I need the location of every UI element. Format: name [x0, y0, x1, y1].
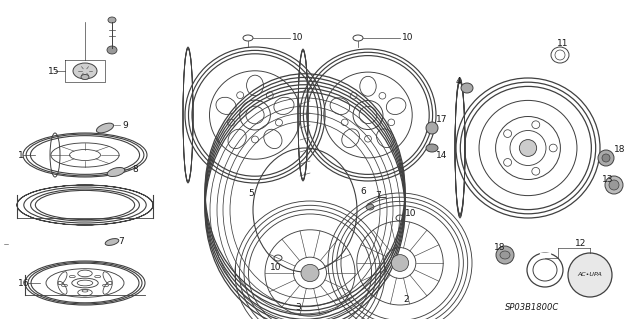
Text: 3: 3	[295, 302, 301, 311]
Text: AC•UPA: AC•UPA	[578, 272, 602, 278]
Text: 18: 18	[494, 243, 506, 253]
Text: 11: 11	[557, 39, 568, 48]
Text: 4: 4	[456, 78, 461, 86]
Ellipse shape	[609, 180, 619, 190]
Text: 9: 9	[122, 121, 128, 130]
Ellipse shape	[520, 140, 536, 156]
Ellipse shape	[105, 239, 119, 245]
Ellipse shape	[426, 122, 438, 134]
Text: 12: 12	[575, 239, 586, 248]
Ellipse shape	[73, 63, 97, 79]
Text: 18: 18	[614, 145, 625, 154]
Text: 10: 10	[402, 33, 413, 42]
Text: 1: 1	[18, 151, 24, 160]
Text: 2: 2	[403, 295, 408, 305]
Ellipse shape	[568, 253, 612, 297]
Text: 13: 13	[602, 175, 614, 184]
Ellipse shape	[602, 154, 610, 162]
Ellipse shape	[426, 144, 438, 152]
Text: SP03B1800C: SP03B1800C	[505, 303, 559, 313]
Text: 7: 7	[375, 191, 381, 201]
Ellipse shape	[392, 255, 409, 271]
Ellipse shape	[108, 17, 116, 23]
Text: 10: 10	[292, 33, 303, 42]
Text: 10: 10	[270, 263, 282, 272]
Ellipse shape	[598, 150, 614, 166]
Ellipse shape	[107, 46, 117, 54]
Ellipse shape	[605, 176, 623, 194]
Polygon shape	[540, 253, 550, 255]
Text: 16: 16	[18, 278, 29, 287]
Ellipse shape	[496, 246, 514, 264]
Text: 17: 17	[436, 115, 447, 124]
Text: 8: 8	[132, 165, 138, 174]
Text: 10: 10	[405, 210, 417, 219]
Text: 6: 6	[360, 188, 365, 197]
Ellipse shape	[366, 204, 374, 210]
Text: 14: 14	[436, 151, 447, 160]
Text: 15: 15	[48, 66, 60, 76]
Ellipse shape	[301, 264, 319, 282]
Ellipse shape	[81, 75, 89, 79]
Text: 7: 7	[118, 238, 124, 247]
Ellipse shape	[461, 83, 473, 93]
Ellipse shape	[97, 123, 113, 133]
Ellipse shape	[108, 167, 125, 176]
Ellipse shape	[500, 251, 510, 259]
Text: 5: 5	[248, 189, 253, 197]
